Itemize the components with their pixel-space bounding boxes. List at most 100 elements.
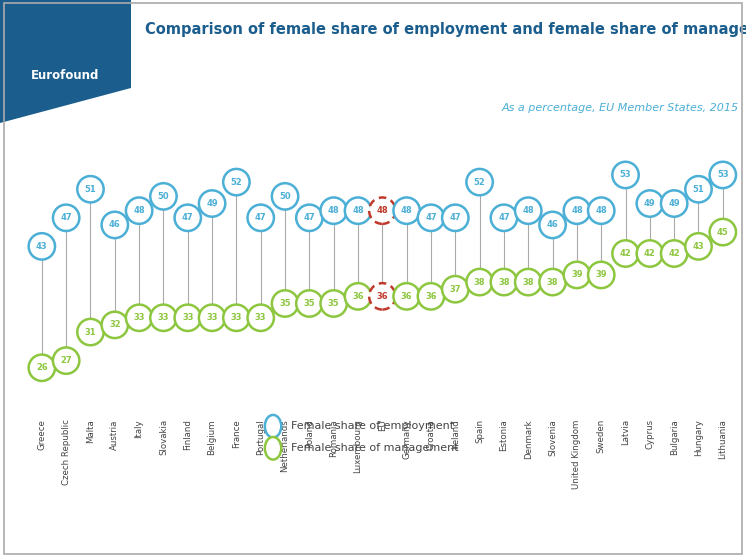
Text: 48: 48 (522, 206, 534, 215)
Ellipse shape (101, 312, 128, 338)
Text: 33: 33 (134, 313, 145, 323)
Ellipse shape (686, 176, 712, 202)
Text: 35: 35 (328, 299, 339, 308)
Ellipse shape (588, 262, 615, 288)
Text: 36: 36 (377, 292, 388, 301)
Text: 48: 48 (328, 206, 339, 215)
Polygon shape (0, 88, 131, 123)
Text: Female share of employment: Female share of employment (291, 421, 454, 431)
Ellipse shape (466, 169, 493, 196)
Text: 46: 46 (547, 221, 559, 229)
Text: 33: 33 (182, 313, 193, 323)
Ellipse shape (612, 240, 639, 267)
Ellipse shape (345, 198, 372, 224)
Ellipse shape (53, 348, 79, 374)
Ellipse shape (150, 305, 177, 331)
Ellipse shape (564, 198, 590, 224)
Ellipse shape (296, 204, 322, 231)
Ellipse shape (491, 269, 517, 295)
Text: 35: 35 (304, 299, 315, 308)
Text: 38: 38 (547, 277, 558, 286)
Ellipse shape (199, 190, 225, 217)
Text: 47: 47 (255, 213, 266, 222)
Text: 48: 48 (571, 206, 583, 215)
Text: 31: 31 (84, 328, 96, 336)
Ellipse shape (539, 269, 565, 295)
Text: As a percentage, EU Member States, 2015: As a percentage, EU Member States, 2015 (501, 102, 739, 113)
Text: 38: 38 (474, 277, 486, 286)
Text: 51: 51 (692, 185, 704, 194)
Ellipse shape (636, 240, 663, 267)
Text: Comparison of female employment rates with the percentage of female managers amo: Comparison of female employment rates wi… (15, 491, 489, 528)
Text: 47: 47 (182, 213, 193, 222)
Text: 50: 50 (279, 192, 291, 201)
Text: 36: 36 (352, 292, 364, 301)
Text: 46: 46 (109, 221, 121, 229)
Text: 36: 36 (425, 292, 436, 301)
Ellipse shape (272, 183, 298, 209)
Ellipse shape (321, 290, 347, 317)
Ellipse shape (369, 198, 395, 224)
Ellipse shape (28, 233, 55, 260)
Ellipse shape (101, 212, 128, 238)
Text: 47: 47 (450, 213, 461, 222)
Ellipse shape (636, 190, 663, 217)
Text: 33: 33 (255, 313, 266, 323)
Ellipse shape (612, 162, 639, 188)
Ellipse shape (223, 305, 250, 331)
Ellipse shape (248, 204, 274, 231)
Text: 51: 51 (84, 185, 96, 194)
Ellipse shape (418, 283, 444, 310)
Text: 49: 49 (668, 199, 680, 208)
Ellipse shape (709, 162, 736, 188)
Ellipse shape (709, 219, 736, 245)
Text: 38: 38 (498, 277, 510, 286)
Text: Female share of management: Female share of management (291, 443, 459, 453)
Text: 33: 33 (207, 313, 218, 323)
Ellipse shape (272, 290, 298, 317)
Text: 42: 42 (668, 249, 680, 258)
Polygon shape (0, 0, 131, 123)
Ellipse shape (28, 355, 55, 381)
Ellipse shape (661, 190, 687, 217)
Text: 47: 47 (425, 213, 436, 222)
Ellipse shape (126, 198, 152, 224)
Ellipse shape (150, 183, 177, 209)
Ellipse shape (539, 212, 565, 238)
Text: 42: 42 (644, 249, 656, 258)
Ellipse shape (369, 283, 395, 310)
Text: 47: 47 (304, 213, 315, 222)
Ellipse shape (466, 269, 493, 295)
Ellipse shape (686, 233, 712, 260)
Text: 39: 39 (595, 271, 607, 280)
Text: 32: 32 (109, 320, 121, 329)
Ellipse shape (321, 198, 347, 224)
Ellipse shape (199, 305, 225, 331)
Text: 53: 53 (620, 170, 631, 179)
Text: 49: 49 (644, 199, 656, 208)
Text: Eurofound: Eurofound (31, 70, 99, 82)
Text: 53: 53 (717, 170, 729, 179)
Ellipse shape (588, 198, 615, 224)
Ellipse shape (345, 283, 372, 310)
Text: 27: 27 (60, 356, 72, 365)
Ellipse shape (296, 290, 322, 317)
Ellipse shape (78, 176, 104, 202)
Text: 48: 48 (352, 206, 364, 215)
Text: 35: 35 (279, 299, 291, 308)
Text: 38: 38 (522, 277, 534, 286)
Ellipse shape (53, 204, 79, 231)
Text: 33: 33 (157, 313, 169, 323)
Ellipse shape (661, 240, 687, 267)
Ellipse shape (248, 305, 274, 331)
Text: 42: 42 (620, 249, 631, 258)
Text: 47: 47 (498, 213, 510, 222)
Ellipse shape (78, 319, 104, 345)
Text: 47: 47 (60, 213, 72, 222)
Text: 36: 36 (401, 292, 413, 301)
Ellipse shape (515, 269, 542, 295)
Ellipse shape (515, 198, 542, 224)
Ellipse shape (418, 204, 444, 231)
Text: 48: 48 (377, 206, 388, 215)
Ellipse shape (175, 204, 201, 231)
